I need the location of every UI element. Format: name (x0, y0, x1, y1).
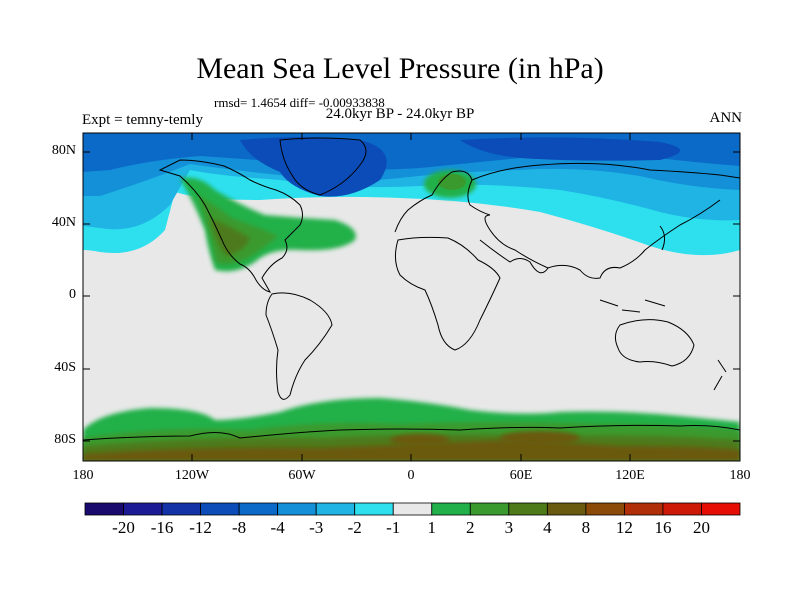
lat-label-80s: 80S (54, 432, 76, 447)
namerica-olive (210, 218, 250, 256)
season-label: ANN (709, 110, 743, 126)
axis-ticks (82, 133, 741, 461)
period-label: 24.0kyr BP - 24.0kyr BP (325, 106, 475, 122)
scandinavia-darkgreen (438, 174, 466, 190)
lon-label-120e: 120E (615, 468, 645, 483)
colorbar-tick-label: 12 (615, 518, 633, 537)
lat-label-0: 0 (69, 287, 76, 302)
colorbar-swatch (238, 502, 279, 516)
colorbar-swatch (161, 502, 201, 516)
lon-label-0: 0 (407, 468, 415, 483)
antarctic-brown-patch-1 (500, 431, 580, 445)
experiment-label: Expt = temny-temly (82, 112, 203, 128)
lon-label-60e: 60E (509, 468, 533, 483)
lat-label-40n: 40N (51, 215, 76, 230)
arctic-deep-blue (460, 137, 680, 161)
colorbar-tick-label: -1 (386, 518, 401, 537)
colorbar-tick-label: 2 (466, 518, 475, 537)
pressure-field (83, 133, 740, 461)
colorbar-tick-label: 8 (581, 518, 591, 537)
colorbar-tick-label: 16 (654, 518, 672, 537)
colorbar (84, 502, 741, 516)
colorbar-swatch (585, 502, 625, 516)
colorbar-tick-label: 3 (504, 518, 514, 537)
colorbar-swatch (315, 502, 356, 516)
colorbar-tick-label: -3 (309, 518, 324, 537)
coast-europe (394, 170, 491, 233)
lon-label-120w: 120W (174, 468, 210, 483)
lat-label-40s: 40S (54, 360, 76, 375)
lon-label-180w: 180 (72, 468, 94, 483)
coast-arabia-india (479, 239, 549, 274)
colorbar-tick-label: -12 (189, 518, 212, 537)
coast-greenland (279, 137, 367, 196)
colorbar-swatch (624, 502, 664, 516)
coast-australia (614, 319, 695, 367)
colorbar-tick-label: -2 (347, 518, 362, 537)
colorbar-swatch (123, 502, 163, 516)
coast-indonesia (599, 299, 666, 313)
antarctic-brown-patch-2 (390, 434, 450, 446)
coast-new-zealand (713, 359, 727, 391)
colorbar-tick-label: -20 (112, 518, 135, 537)
colorbar-tick-label: 1 (427, 518, 437, 537)
greenland-deep-blue (240, 137, 387, 197)
lon-label-60w: 60W (288, 468, 316, 483)
colorbar-tick-label: 20 (692, 518, 710, 537)
colorbar-tick-label: 4 (543, 518, 552, 537)
coast-north-america (158, 159, 303, 293)
coast-japan (659, 225, 666, 251)
coast-south-america (265, 292, 333, 400)
coast-antarctica (83, 424, 740, 441)
colorbar-swatch (431, 502, 471, 516)
coast-africa (394, 236, 501, 351)
colorbar-tick-label: -16 (150, 518, 174, 537)
colorbar-swatch (354, 502, 394, 516)
colorbar-swatch (662, 502, 702, 516)
lon-label-180e: 180 (729, 468, 751, 483)
colorbar-tick-label: -8 (232, 518, 247, 537)
colorbar-tick-label: -4 (270, 518, 285, 537)
colorbar-swatch (392, 502, 433, 516)
coast-asia (471, 162, 740, 279)
colorbar-swatch (277, 502, 317, 516)
colorbar-swatch (546, 502, 587, 516)
coastlines (83, 137, 740, 441)
rmsd-diff-stats: rmsd= 1.4654 diff= -0.00933838 (214, 95, 385, 110)
colorbar-swatch (469, 502, 510, 516)
lat-label-80n: 80N (51, 143, 76, 158)
colorbar-swatch (508, 502, 548, 516)
colorbar-swatch (200, 502, 240, 516)
colorbar-swatch (701, 502, 741, 516)
plot-title: Mean Sea Level Pressure (in hPa) (196, 52, 604, 85)
antarctic-brown (83, 440, 740, 461)
colorbar-swatch (84, 502, 124, 516)
namerica-darkgreen (198, 195, 278, 265)
